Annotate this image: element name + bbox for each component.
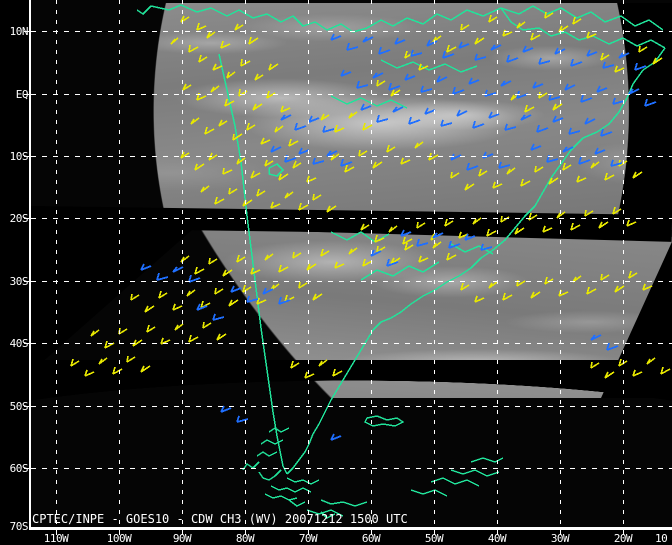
xtick-mark-80W	[245, 530, 246, 535]
xtick-label-50W: 50W	[424, 532, 444, 545]
gridline-lon-30W	[560, 0, 561, 527]
ytick-label-10N: 10N	[9, 25, 29, 38]
ytick-label-50S: 50S	[9, 400, 29, 413]
axis-left-border	[29, 0, 31, 527]
xtick-mark-30W	[560, 530, 561, 535]
limb-mask-upper-right	[31, 3, 672, 219]
xtick-label-10W: 10	[655, 532, 668, 545]
ytick-label-20S: 20S	[9, 212, 29, 225]
map-plot-area: CPTEC/INPE - GOES10 - CDW CH3 (WV) 20071…	[31, 0, 672, 527]
xtick-mark-110W	[56, 530, 57, 535]
xtick-label-70W: 70W	[298, 532, 318, 545]
ytick-mark-50S	[24, 406, 30, 407]
xtick-mark-100W	[119, 530, 120, 535]
ytick-mark-20S	[24, 218, 30, 219]
ytick-label-60S: 60S	[9, 462, 29, 475]
coastline-layer	[136, 4, 666, 519]
xtick-mark-50W	[434, 530, 435, 535]
gridline-lon-20W	[623, 0, 624, 527]
xtick-label-40W: 40W	[487, 532, 507, 545]
ytick-mark-EQ	[24, 94, 30, 95]
product-title: CPTEC/INPE - GOES10 - CDW CH3 (WV) 20071…	[32, 512, 408, 526]
limb-mask-lower-bottom	[31, 360, 672, 420]
wind-barb-layer-high	[140, 33, 657, 441]
xtick-label-80W: 80W	[235, 532, 255, 545]
gridline-lat-30S	[31, 281, 672, 282]
xtick-label-60W: 60W	[361, 532, 381, 545]
ytick-label-10S: 10S	[9, 150, 29, 163]
gridline-lon-100W	[119, 0, 120, 527]
ytick-mark-40S	[24, 343, 30, 344]
gridline-lon-90W	[182, 0, 183, 527]
gridline-lat-20S	[31, 218, 672, 219]
xtick-label-30W: 30W	[550, 532, 570, 545]
ytick-mark-10N	[24, 31, 30, 32]
xtick-mark-70W	[308, 530, 309, 535]
xtick-label-100W: 100W	[106, 532, 132, 545]
xtick-mark-20W	[623, 530, 624, 535]
gridline-lon-60W	[371, 0, 372, 527]
gridline-lat-10S	[31, 156, 672, 157]
gridline-lat-50S	[31, 406, 672, 407]
axis-bottom-border	[29, 527, 672, 530]
ytick-label-70S: 70S	[9, 520, 29, 533]
vector-overlay	[70, 4, 671, 519]
gridline-lat-10N	[31, 31, 672, 32]
ytick-mark-30S	[24, 281, 30, 282]
xtick-mark-60W	[371, 530, 372, 535]
caption-block: CPTEC/INPE - GOES10 - CDW CH3 (WV) 20071…	[32, 488, 408, 527]
xtick-label-90W: 90W	[172, 532, 192, 545]
gridline-lon-70W	[308, 0, 309, 527]
xtick-label-20W: 20W	[613, 532, 633, 545]
ytick-label-EQ: EQ	[15, 88, 29, 101]
ytick-mark-10S	[24, 156, 30, 157]
xtick-label-110W: 110W	[43, 532, 69, 545]
xtick-mark-40W	[497, 530, 498, 535]
gridline-lon-50W	[434, 0, 435, 527]
gridline-lat-40S	[31, 343, 672, 344]
gridline-lat-60S	[31, 468, 672, 469]
gridline-lon-110W	[56, 0, 57, 527]
xtick-mark-90W	[182, 530, 183, 535]
gridline-lon-40W	[497, 0, 498, 527]
wind-barb-layer-mid	[70, 11, 671, 379]
ytick-label-30S: 30S	[9, 275, 29, 288]
ytick-label-40S: 40S	[9, 337, 29, 350]
gridline-lat-EQ	[31, 94, 672, 95]
ytick-mark-60S	[24, 468, 30, 469]
gridline-lon-80W	[245, 0, 246, 527]
